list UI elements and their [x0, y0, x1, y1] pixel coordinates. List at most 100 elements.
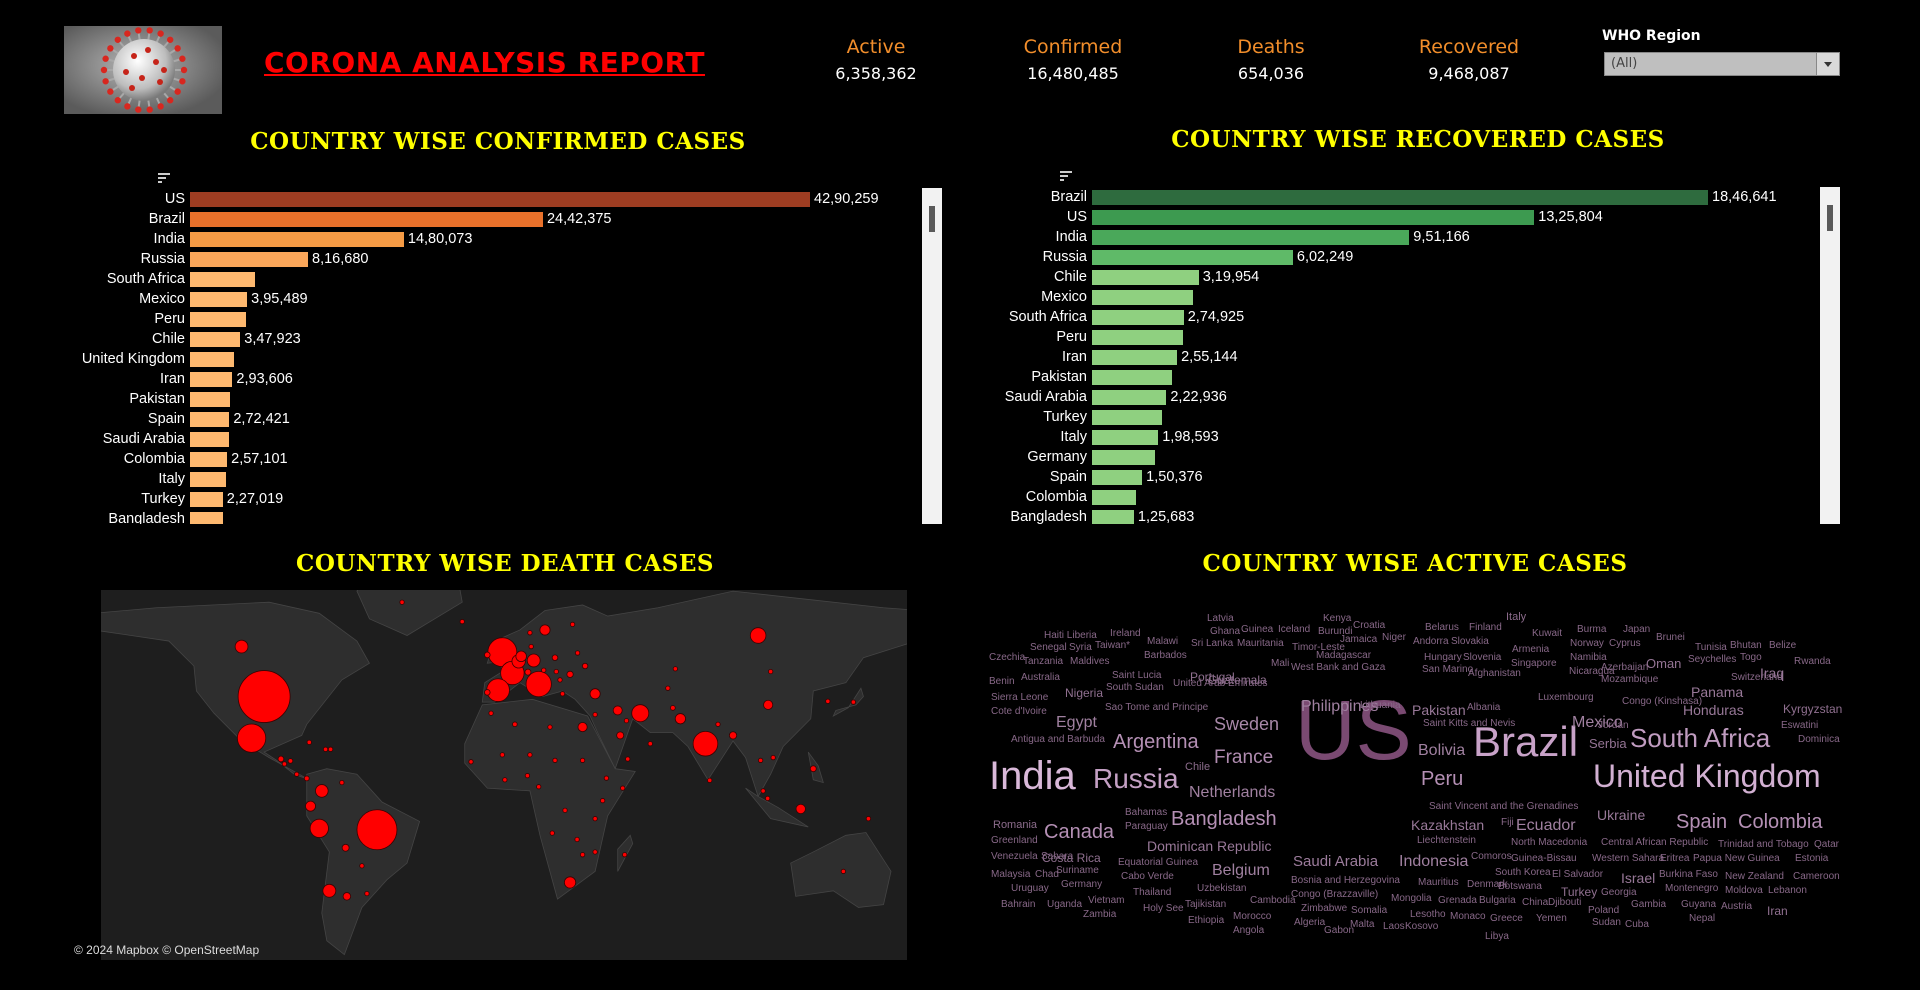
- cloud-word[interactable]: Sahara: [1041, 851, 1074, 862]
- cloud-word[interactable]: Zimbabwe: [1301, 903, 1348, 914]
- cloud-word[interactable]: Ghana: [1210, 626, 1241, 637]
- death-marker[interactable]: [612, 705, 623, 716]
- cloud-word[interactable]: Russia: [1093, 763, 1179, 794]
- bar[interactable]: [1092, 310, 1184, 325]
- bar[interactable]: [190, 212, 543, 227]
- cloud-word[interactable]: Jamaica: [1340, 634, 1378, 645]
- cloud-word[interactable]: Mexico: [1572, 714, 1623, 731]
- sort-icon[interactable]: [1060, 171, 1072, 181]
- cloud-word[interactable]: Burkina Faso: [1659, 869, 1718, 880]
- death-marker[interactable]: [749, 627, 767, 644]
- death-marker[interactable]: [768, 668, 774, 675]
- cloud-word[interactable]: Uruguay: [1011, 883, 1049, 894]
- death-marker[interactable]: [563, 876, 577, 889]
- bar[interactable]: [1092, 490, 1136, 505]
- death-marker[interactable]: [569, 621, 576, 628]
- cloud-word[interactable]: Libya: [1485, 931, 1509, 942]
- cloud-word[interactable]: Saint Vincent and the Grenadines: [1429, 801, 1579, 812]
- bar[interactable]: [190, 432, 229, 447]
- cloud-word[interactable]: Saint Kitts and Nevis: [1423, 718, 1516, 729]
- cloud-word[interactable]: Malta: [1350, 919, 1375, 930]
- bar[interactable]: [1092, 470, 1143, 485]
- cloud-word[interactable]: Congo (Brazzaville): [1291, 889, 1379, 900]
- death-marker[interactable]: [707, 777, 713, 783]
- death-marker[interactable]: [339, 779, 345, 786]
- death-marker[interactable]: [524, 773, 531, 779]
- death-marker[interactable]: [536, 784, 542, 790]
- death-marker[interactable]: [341, 843, 350, 852]
- death-marker[interactable]: [674, 713, 686, 725]
- cloud-word[interactable]: Rwanda: [1794, 656, 1831, 667]
- cloud-word[interactable]: Argentina: [1113, 731, 1199, 753]
- cloud-word[interactable]: Angola: [1233, 925, 1265, 936]
- cloud-word[interactable]: New Zealand: [1725, 871, 1784, 882]
- cloud-word[interactable]: Venezuela: [991, 851, 1038, 862]
- cloud-word[interactable]: Romania: [993, 819, 1038, 831]
- death-marker[interactable]: [579, 852, 586, 858]
- death-marker[interactable]: [342, 892, 352, 901]
- cloud-word[interactable]: Taiwan*: [1095, 640, 1131, 651]
- bar[interactable]: [190, 372, 233, 387]
- cloud-word[interactable]: Gabon: [1324, 925, 1355, 936]
- cloud-word[interactable]: Burundi: [1318, 626, 1353, 637]
- bar[interactable]: [1092, 270, 1199, 285]
- cloud-word[interactable]: Somalia: [1351, 905, 1388, 916]
- cloud-word[interactable]: US: [1295, 683, 1412, 777]
- cloud-word[interactable]: Zambia: [1083, 909, 1117, 920]
- death-marker[interactable]: [484, 689, 491, 696]
- death-marker[interactable]: [549, 830, 555, 836]
- cloud-word[interactable]: Mozambique: [1601, 674, 1659, 685]
- cloud-word[interactable]: San Marino: [1422, 664, 1474, 675]
- death-marker[interactable]: [825, 698, 831, 704]
- death-marker[interactable]: [547, 724, 553, 730]
- bar[interactable]: [190, 512, 223, 524]
- cloud-word[interactable]: Chile: [1185, 761, 1211, 773]
- death-marker[interactable]: [237, 723, 267, 753]
- cloud-word[interactable]: Sri Lanka: [1191, 638, 1234, 649]
- cloud-word[interactable]: Turkey: [1561, 885, 1598, 899]
- cloud-word[interactable]: Suriname: [1056, 865, 1099, 876]
- bar[interactable]: [190, 292, 248, 307]
- death-marker[interactable]: [670, 705, 676, 711]
- cloud-word[interactable]: Pakistan: [1412, 702, 1466, 718]
- cloud-word[interactable]: Guinea: [1241, 624, 1274, 635]
- cloud-word[interactable]: Philippines: [1301, 698, 1379, 715]
- cloud-word[interactable]: Guyana: [1681, 899, 1717, 910]
- cloud-word[interactable]: Ecuador: [1516, 817, 1576, 834]
- bar[interactable]: [190, 332, 241, 347]
- cloud-word[interactable]: Dominican Republic: [1147, 838, 1272, 854]
- death-marker[interactable]: [287, 758, 294, 764]
- death-marker[interactable]: [577, 722, 588, 733]
- cloud-word[interactable]: Kazakhstan: [1411, 817, 1485, 833]
- bar[interactable]: [1092, 410, 1163, 425]
- cloud-word[interactable]: Paraguay: [1125, 821, 1168, 832]
- cloud-word[interactable]: North Macedonia: [1511, 837, 1588, 848]
- death-marker[interactable]: [622, 852, 628, 858]
- cloud-word[interactable]: Thailand: [1133, 887, 1172, 898]
- death-marker[interactable]: [305, 800, 316, 812]
- cloud-word[interactable]: Ethiopia: [1188, 915, 1225, 926]
- cloud-word[interactable]: Kosovo: [1405, 921, 1439, 932]
- bar[interactable]: [190, 392, 230, 407]
- cloud-word[interactable]: Spain: [1676, 811, 1728, 833]
- cloud-word[interactable]: Mauritius: [1418, 877, 1459, 888]
- death-marker[interactable]: [399, 599, 405, 605]
- death-marker[interactable]: [553, 668, 559, 675]
- recovered-chart-scrollbar[interactable]: [1820, 187, 1840, 524]
- bar[interactable]: [190, 272, 256, 287]
- cloud-word[interactable]: Bhutan: [1730, 640, 1762, 651]
- death-marker[interactable]: [551, 654, 559, 661]
- death-marker[interactable]: [728, 731, 738, 740]
- death-marker[interactable]: [840, 868, 846, 874]
- death-marker[interactable]: [527, 752, 533, 758]
- cloud-word[interactable]: Botswana: [1498, 881, 1542, 892]
- death-marker[interactable]: [763, 699, 774, 710]
- death-marker[interactable]: [459, 619, 465, 625]
- cloud-word[interactable]: Nicaragua: [1569, 666, 1615, 677]
- death-marker[interactable]: [277, 755, 285, 763]
- cloud-word[interactable]: Kuwait: [1532, 628, 1563, 639]
- cloud-word[interactable]: Uzbekistan: [1197, 883, 1247, 894]
- cloud-word[interactable]: India: [989, 754, 1076, 798]
- death-marker[interactable]: [692, 730, 719, 757]
- cloud-word[interactable]: Montenegro: [1665, 883, 1719, 894]
